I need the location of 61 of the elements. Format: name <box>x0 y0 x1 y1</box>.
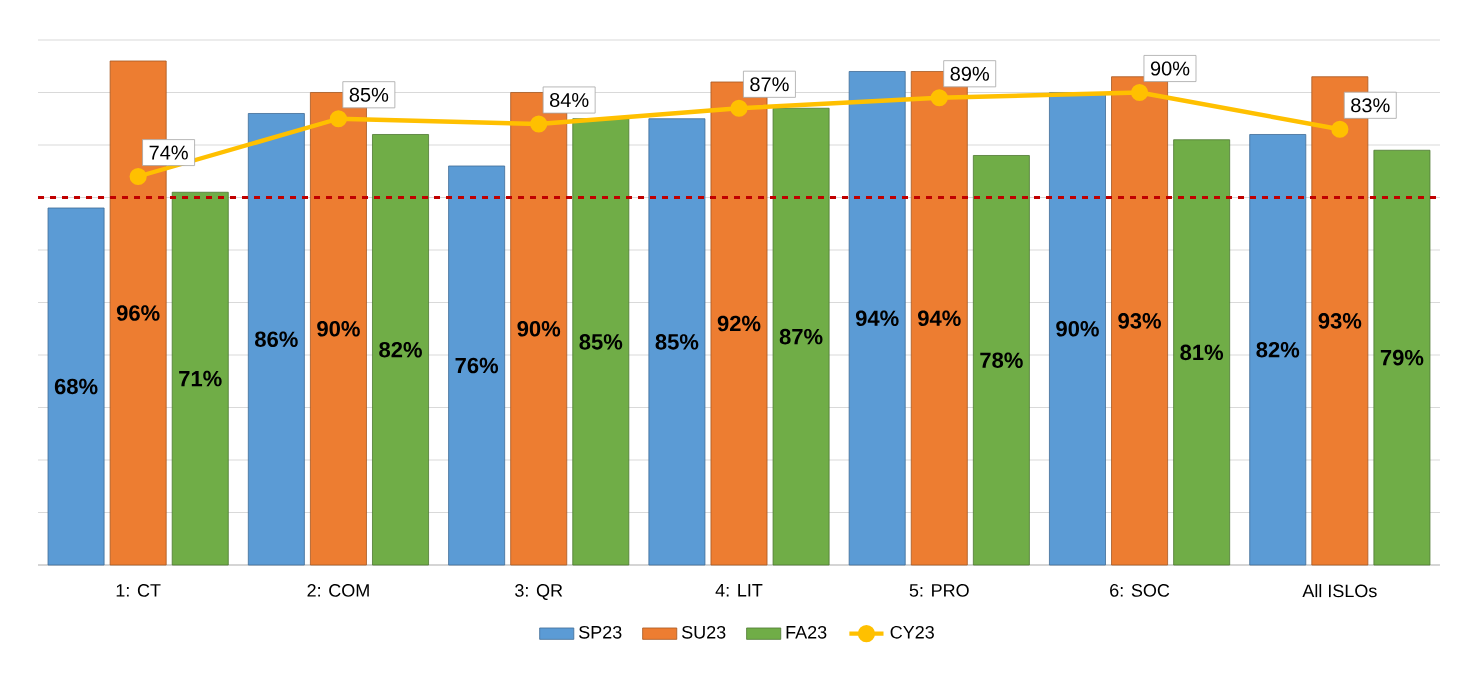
bar <box>247 113 305 566</box>
bar <box>372 134 429 566</box>
bar <box>1373 149 1431 566</box>
bar <box>1173 139 1231 566</box>
data-label: 86% <box>255 331 298 348</box>
bar <box>848 71 906 566</box>
bar <box>972 155 1030 566</box>
bar <box>1249 134 1307 566</box>
data-label: 90% <box>317 320 360 337</box>
x-tick-label: 6: SOC <box>1110 584 1170 597</box>
point <box>129 167 147 186</box>
data-label: 84% <box>550 92 589 108</box>
legend-label: FA23 <box>786 625 827 639</box>
x-tick-label: All ISLOs <box>1302 584 1377 598</box>
point <box>530 115 548 133</box>
data-label: 85% <box>655 334 699 350</box>
bar <box>171 191 229 566</box>
data-label: 68% <box>54 378 98 395</box>
legend-label: SP23 <box>579 625 622 639</box>
point <box>730 99 748 117</box>
data-label: 74% <box>149 145 188 160</box>
bar <box>1111 76 1168 566</box>
bar <box>47 207 105 566</box>
data-label: 96% <box>116 305 160 321</box>
data-label: 82% <box>1256 341 1300 358</box>
data-label: 85% <box>579 334 623 350</box>
data-label: 76% <box>455 357 499 374</box>
data-label: 83% <box>1351 98 1390 113</box>
bar <box>1049 92 1106 566</box>
x-tick-label: 3: QR <box>515 584 563 601</box>
bar <box>772 107 830 566</box>
data-label: 93% <box>1318 313 1362 329</box>
data-label: 71% <box>179 370 222 387</box>
data-label: 89% <box>950 66 990 81</box>
data-label: 81% <box>1180 344 1224 361</box>
x-tick-label: 1: CT <box>116 584 161 597</box>
point <box>930 89 948 107</box>
x-tick-label: 4: LIT <box>715 584 763 597</box>
data-label: 78% <box>980 352 1023 369</box>
data-label: 93% <box>1118 313 1161 329</box>
data-label: 90% <box>1150 61 1190 76</box>
data-label: 92% <box>717 315 761 332</box>
data-label: 90% <box>1056 320 1099 337</box>
x-tick-label: 2: COM <box>307 584 369 597</box>
data-label: 94% <box>918 310 961 327</box>
data-label: 90% <box>517 320 561 337</box>
bar <box>448 165 506 566</box>
data-label: 87% <box>750 77 789 92</box>
data-label: 82% <box>379 341 422 358</box>
point <box>329 110 348 128</box>
bar <box>572 118 630 566</box>
legend-label: SU23 <box>681 625 726 639</box>
data-label: 87% <box>779 328 823 345</box>
legend-label: CY23 <box>890 625 934 639</box>
x-tick-label: 5: PRO <box>909 584 969 597</box>
data-label: 94% <box>855 310 899 327</box>
data-label: 85% <box>349 87 389 102</box>
point <box>1130 83 1149 102</box>
data-label: 79% <box>1380 349 1424 366</box>
point <box>1331 120 1349 138</box>
bar <box>648 118 706 566</box>
